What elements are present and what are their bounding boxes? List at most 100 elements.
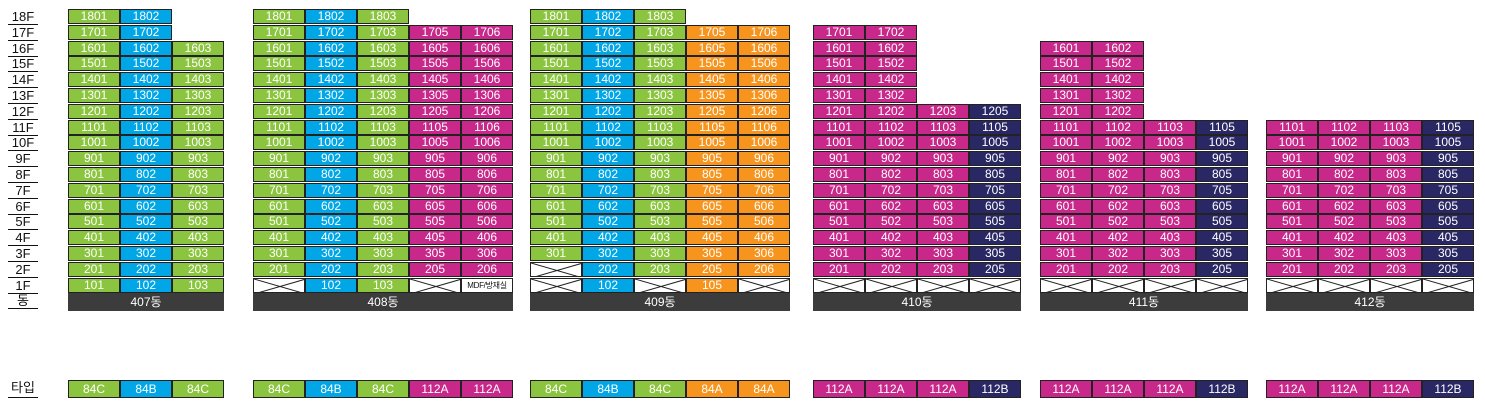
unit-cell[interactable]: 1301 <box>530 88 582 103</box>
unit-cell[interactable]: 305 <box>1422 246 1474 261</box>
unit-cell[interactable]: 1405 <box>409 72 461 88</box>
unit-cell[interactable]: 1402 <box>305 72 357 88</box>
unit-cell[interactable]: 702 <box>1092 182 1144 198</box>
unit-cell[interactable]: 801 <box>1266 167 1318 182</box>
unit-cell[interactable]: 1303 <box>357 88 409 103</box>
unit-cell[interactable]: 1605 <box>409 40 461 56</box>
unit-cell[interactable]: 1703 <box>634 24 686 40</box>
unit-cell[interactable]: 805 <box>686 167 738 182</box>
unit-cell[interactable]: 605 <box>1422 198 1474 214</box>
unit-cell[interactable]: 1706 <box>461 24 513 40</box>
unit-cell[interactable]: 1003 <box>357 135 409 151</box>
unit-cell[interactable]: 901 <box>1040 151 1092 167</box>
unit-cell[interactable]: 1001 <box>530 135 582 151</box>
unit-cell[interactable]: 1402 <box>865 72 917 88</box>
unit-cell[interactable]: 605 <box>1196 198 1248 214</box>
unit-cell[interactable]: 203 <box>1144 261 1196 277</box>
unit-cell[interactable]: 903 <box>357 151 409 167</box>
unit-cell[interactable]: 301 <box>813 246 865 261</box>
unit-cell[interactable]: 802 <box>582 167 634 182</box>
unit-cell[interactable]: 1102 <box>582 119 634 135</box>
unit-cell[interactable]: 502 <box>305 214 357 230</box>
unit-cell[interactable]: 1002 <box>582 135 634 151</box>
unit-cell[interactable]: 1606 <box>738 40 790 56</box>
unit-cell[interactable]: 302 <box>1318 246 1370 261</box>
unit-cell[interactable]: 603 <box>634 198 686 214</box>
unit-cell[interactable]: 902 <box>582 151 634 167</box>
unit-cell[interactable]: 203 <box>172 261 224 277</box>
unit-cell[interactable]: 203 <box>357 261 409 277</box>
unit-cell[interactable]: 1206 <box>461 103 513 119</box>
unit-cell[interactable]: 603 <box>172 198 224 214</box>
unit-cell[interactable]: 601 <box>1266 198 1318 214</box>
unit-cell[interactable]: 806 <box>738 167 790 182</box>
unit-cell[interactable]: 303 <box>1144 246 1196 261</box>
unit-cell[interactable]: 1003 <box>917 135 969 151</box>
unit-cell[interactable]: 1303 <box>634 88 686 103</box>
unit-cell[interactable]: 1103 <box>634 119 686 135</box>
unit-cell[interactable]: 1501 <box>68 56 120 72</box>
unit-cell[interactable]: 905 <box>1422 151 1474 167</box>
unit-cell[interactable]: 202 <box>1092 261 1144 277</box>
unit-cell[interactable]: 205 <box>409 261 461 277</box>
unit-cell[interactable]: 602 <box>582 198 634 214</box>
unit-cell[interactable]: 906 <box>738 151 790 167</box>
unit-cell[interactable]: 902 <box>1318 151 1370 167</box>
unit-cell[interactable]: 706 <box>461 182 513 198</box>
unit-cell[interactable]: 1602 <box>120 40 172 56</box>
unit-cell[interactable]: 805 <box>1422 167 1474 182</box>
unit-cell[interactable]: 903 <box>1370 151 1422 167</box>
unit-cell[interactable]: 401 <box>813 230 865 246</box>
unit-cell[interactable]: 1501 <box>530 56 582 72</box>
unit-cell[interactable]: 1602 <box>1092 40 1144 56</box>
unit-cell[interactable]: 701 <box>253 182 305 198</box>
unit-cell[interactable]: 302 <box>1092 246 1144 261</box>
unit-cell[interactable]: 1602 <box>865 40 917 56</box>
unit-cell[interactable]: 701 <box>1266 182 1318 198</box>
unit-cell[interactable]: 402 <box>1318 230 1370 246</box>
unit-cell[interactable]: 202 <box>120 261 172 277</box>
unit-cell[interactable]: 1503 <box>357 56 409 72</box>
unit-cell[interactable]: 703 <box>917 182 969 198</box>
unit-cell[interactable]: 802 <box>305 167 357 182</box>
unit-cell[interactable]: 1103 <box>1370 119 1422 135</box>
unit-cell[interactable]: 1103 <box>917 119 969 135</box>
unit-cell[interactable]: 801 <box>68 167 120 182</box>
unit-cell[interactable]: 301 <box>1266 246 1318 261</box>
unit-cell[interactable]: 303 <box>357 246 409 261</box>
unit-cell[interactable]: 1103 <box>172 119 224 135</box>
unit-cell[interactable]: 1105 <box>969 119 1021 135</box>
unit-cell[interactable]: 1205 <box>686 103 738 119</box>
unit-cell[interactable]: 1601 <box>813 40 865 56</box>
unit-cell[interactable]: MDF/방재실 <box>461 277 513 293</box>
unit-cell[interactable]: 403 <box>1370 230 1422 246</box>
unit-cell[interactable]: 602 <box>1318 198 1370 214</box>
unit-cell[interactable]: 1501 <box>253 56 305 72</box>
unit-cell[interactable]: 602 <box>120 198 172 214</box>
unit-cell[interactable]: 601 <box>813 198 865 214</box>
unit-cell[interactable]: 201 <box>253 261 305 277</box>
unit-cell[interactable]: 503 <box>917 214 969 230</box>
unit-cell[interactable]: 1203 <box>917 103 969 119</box>
unit-cell[interactable]: 502 <box>865 214 917 230</box>
unit-cell[interactable]: 306 <box>461 246 513 261</box>
unit-cell[interactable]: 506 <box>461 214 513 230</box>
unit-cell[interactable]: 805 <box>969 167 1021 182</box>
unit-cell[interactable]: 403 <box>634 230 686 246</box>
unit-cell[interactable]: 1202 <box>582 103 634 119</box>
unit-cell[interactable]: 901 <box>1266 151 1318 167</box>
unit-cell[interactable]: 1005 <box>409 135 461 151</box>
unit-cell[interactable]: 703 <box>1144 182 1196 198</box>
unit-cell[interactable]: 1201 <box>813 103 865 119</box>
unit-cell[interactable]: 1305 <box>409 88 461 103</box>
unit-cell[interactable]: 406 <box>738 230 790 246</box>
unit-cell[interactable]: 1103 <box>1144 119 1196 135</box>
unit-cell[interactable]: 1606 <box>461 40 513 56</box>
unit-cell[interactable]: 202 <box>1318 261 1370 277</box>
unit-cell[interactable]: 1302 <box>305 88 357 103</box>
unit-cell[interactable]: 1403 <box>172 72 224 88</box>
unit-cell[interactable]: 406 <box>461 230 513 246</box>
unit-cell[interactable]: 102 <box>582 277 634 293</box>
unit-cell[interactable]: 803 <box>917 167 969 182</box>
unit-cell[interactable]: 801 <box>253 167 305 182</box>
